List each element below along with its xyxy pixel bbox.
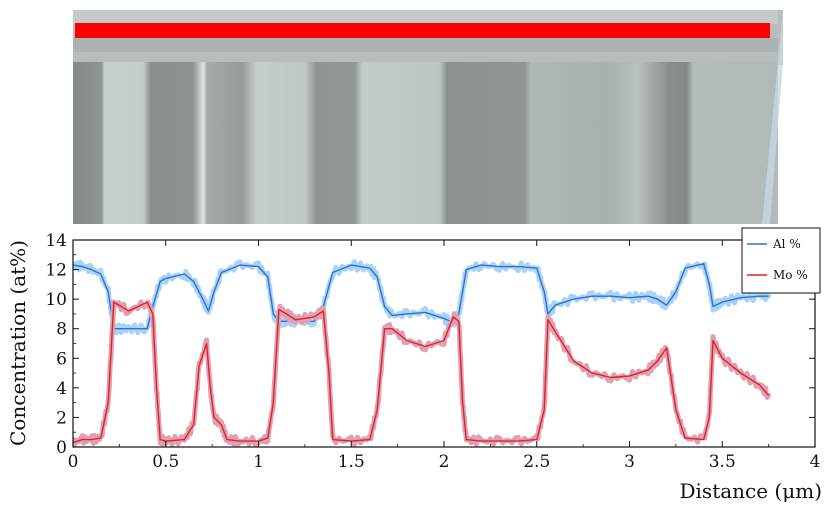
scan-line-marker: [75, 23, 770, 38]
y-tick-label: 12: [45, 261, 67, 281]
y-tick-label: 10: [45, 290, 67, 310]
series-raw-0: [73, 259, 772, 336]
series-raw-1: [73, 299, 772, 447]
series-layer: [73, 259, 772, 447]
y-tick-label: 4: [56, 379, 67, 399]
y-tick-label: 14: [45, 231, 67, 251]
x-axis-label: Distance (μm): [680, 479, 823, 503]
micrograph-mid-texture: [73, 38, 778, 52]
x-tick-label: 4: [810, 452, 821, 472]
plot-area: 0 0.5 1 1.5 2 2.5 3 3.5 4 0 2 4 6 8 10 12 14 Al % Mo % D…: [6, 227, 823, 503]
micrograph-top-texture: [73, 10, 778, 24]
x-tick-label: 3.5: [709, 452, 736, 472]
x-tick-label: 0.5: [152, 452, 179, 472]
y-tick-label: 8: [56, 320, 67, 340]
legend-label-al: Al %: [772, 237, 801, 251]
series-line-0: [73, 263, 769, 330]
legend-box: [741, 227, 821, 294]
micrograph-image: [73, 62, 778, 224]
x-tick-label: 0: [68, 452, 79, 472]
legend: Al % Mo %: [741, 227, 821, 294]
micrograph-right-edge: [762, 10, 783, 224]
x-tick-label: 2.5: [523, 452, 550, 472]
y-tick-label: 0: [56, 438, 67, 458]
x-tick-label: 2: [439, 452, 450, 472]
axes-layer: 0 0.5 1 1.5 2 2.5 3 3.5 4 0 2 4 6 8 10 12 14: [45, 231, 820, 472]
micrograph: [73, 10, 783, 224]
y-tick-label: 6: [56, 349, 67, 369]
y-axis-label: Concentration (at%): [6, 240, 30, 446]
x-tick-label: 3: [624, 452, 635, 472]
legend-label-mo: Mo %: [773, 268, 808, 282]
series-line-1: [73, 301, 770, 444]
y-tick-label: 2: [56, 408, 67, 428]
x-tick-label: 1.5: [338, 452, 365, 472]
x-tick-label: 1: [253, 452, 264, 472]
